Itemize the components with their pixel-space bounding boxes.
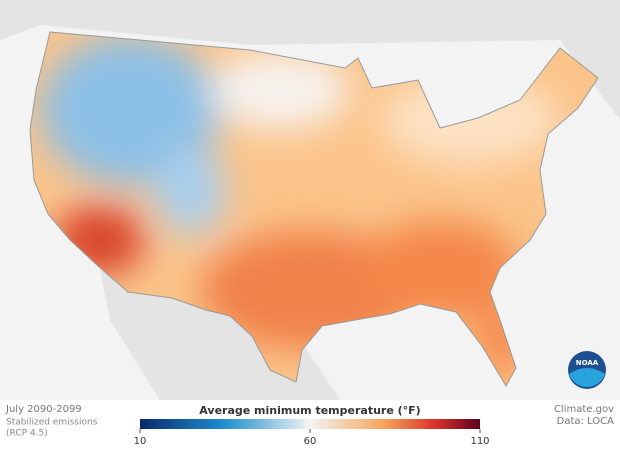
- colorbar-tick-label: 10: [134, 436, 147, 447]
- canada: [0, 0, 620, 120]
- scenario: Stabilized emissions: [6, 418, 98, 428]
- colorbar-tick-label: 110: [470, 436, 489, 447]
- period: July 2090-2099: [5, 404, 82, 415]
- credit: Climate.gov: [554, 404, 614, 415]
- colorbar: [140, 419, 480, 429]
- logo-wave: [569, 368, 605, 387]
- noaa-logo: NOAA: [568, 351, 606, 389]
- legend-title: Average minimum temperature (°F): [199, 404, 420, 417]
- logo-text: NOAA: [576, 359, 599, 367]
- colorbar-tick-label: 60: [304, 436, 317, 447]
- source: Data: LOCA: [557, 416, 614, 427]
- scenario: (RCP 4.5): [6, 429, 48, 439]
